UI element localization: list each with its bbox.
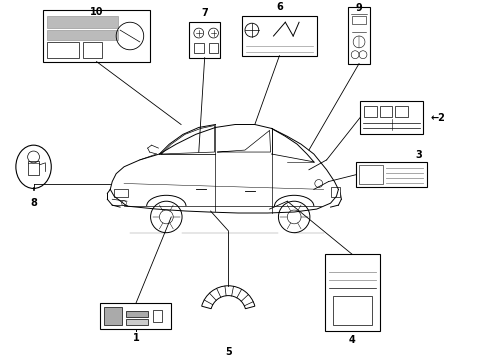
Bar	[104, 307, 122, 325]
Text: ←2: ←2	[430, 113, 445, 123]
Text: 10: 10	[90, 6, 103, 17]
Bar	[152, 310, 162, 322]
Bar	[100, 303, 171, 329]
Bar	[332, 296, 371, 325]
Bar	[363, 106, 376, 117]
Text: 5: 5	[224, 347, 231, 357]
Bar	[324, 254, 379, 331]
Bar	[395, 106, 407, 117]
Bar	[330, 188, 340, 197]
Bar	[193, 43, 203, 53]
Text: 1: 1	[132, 333, 139, 343]
Bar	[47, 16, 118, 28]
Bar	[43, 10, 149, 62]
Text: 8: 8	[30, 198, 37, 208]
Bar	[47, 42, 79, 58]
Bar	[208, 43, 218, 53]
Text: 7: 7	[201, 8, 207, 18]
Bar	[28, 161, 40, 175]
Bar	[355, 162, 426, 188]
Bar	[351, 16, 365, 24]
Bar	[347, 6, 369, 63]
Bar	[47, 30, 118, 40]
Text: 3: 3	[415, 150, 422, 160]
Bar	[82, 42, 102, 58]
Text: 6: 6	[275, 3, 282, 12]
Text: 9: 9	[355, 3, 362, 13]
Bar	[188, 22, 220, 58]
Bar	[358, 165, 382, 184]
Bar	[242, 16, 316, 56]
Bar	[379, 106, 392, 117]
Bar	[114, 189, 128, 197]
Bar	[126, 319, 147, 325]
Bar	[126, 311, 147, 317]
Bar	[359, 101, 422, 134]
Text: 4: 4	[348, 335, 355, 345]
